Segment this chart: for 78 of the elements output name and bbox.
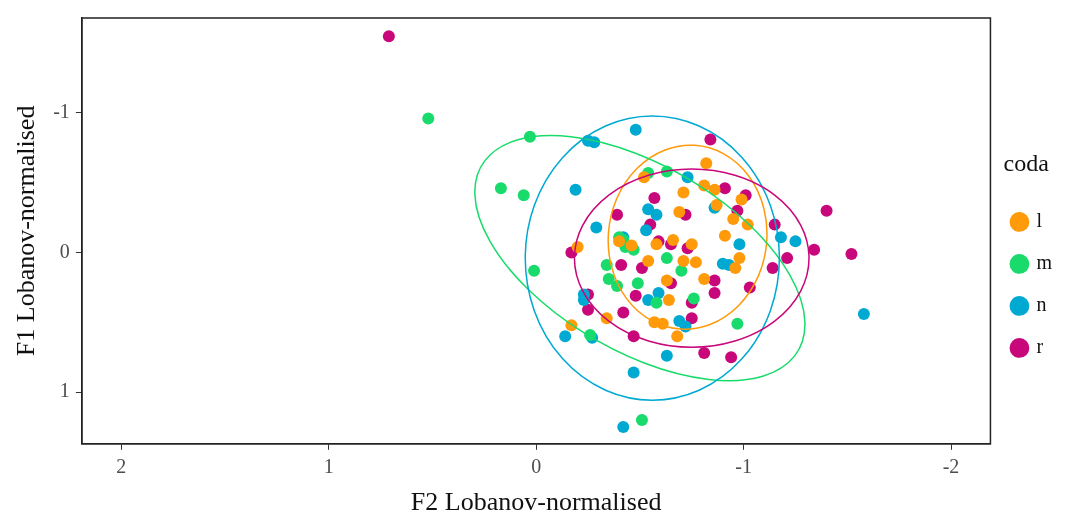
point [733, 238, 746, 251]
point [494, 182, 507, 195]
point [718, 229, 731, 242]
point [631, 277, 644, 290]
y-tick-label: 1 [59, 379, 70, 402]
point [677, 254, 690, 267]
legend-label: l [1036, 209, 1043, 232]
point [718, 182, 731, 195]
point [517, 189, 530, 202]
x-tick-label: 1 [323, 455, 334, 478]
point [725, 351, 738, 364]
point [648, 192, 661, 205]
point [615, 259, 628, 272]
point [660, 252, 673, 265]
point [613, 235, 626, 248]
point [820, 204, 833, 217]
point [650, 296, 663, 309]
point [625, 239, 638, 252]
point [733, 252, 746, 265]
point [611, 208, 624, 221]
point [640, 224, 653, 237]
point [629, 289, 642, 302]
legend-label: m [1036, 251, 1053, 274]
point [650, 208, 663, 221]
point [727, 213, 740, 226]
point [685, 238, 698, 251]
point [698, 273, 711, 286]
point [642, 254, 655, 267]
point [617, 421, 630, 434]
point [729, 261, 742, 274]
point [857, 307, 870, 320]
point [708, 274, 721, 287]
point [687, 292, 700, 305]
x-axis-title: F2 Lobanov-normalised [410, 487, 662, 517]
y-tick-label: -1 [53, 100, 70, 123]
point [689, 256, 702, 269]
point [602, 273, 615, 286]
point [708, 287, 721, 300]
point [635, 414, 648, 427]
legend-label: r [1036, 335, 1044, 358]
point [660, 349, 673, 362]
point [731, 317, 744, 330]
x-tick-label: 2 [116, 455, 127, 478]
point [685, 312, 698, 325]
y-tick-label: 0 [59, 239, 70, 262]
point [629, 123, 642, 136]
point [671, 330, 684, 343]
point [704, 133, 717, 146]
point [808, 243, 821, 256]
point [642, 203, 655, 216]
point [845, 247, 858, 260]
point [677, 186, 690, 199]
point [422, 112, 435, 125]
point [735, 193, 748, 206]
point [667, 233, 680, 246]
point [789, 235, 802, 248]
point [582, 303, 595, 316]
point [766, 261, 779, 274]
point [627, 366, 640, 379]
y-axis-title: F1 Lobanov-normalised [11, 105, 41, 357]
point [569, 183, 582, 196]
point [673, 206, 686, 219]
point [700, 157, 713, 170]
point [675, 264, 688, 277]
point [660, 274, 673, 287]
legend-label: n [1036, 293, 1047, 316]
x-tick-label: -1 [735, 455, 752, 478]
point [698, 347, 711, 360]
point [662, 294, 675, 307]
x-tick-label: 0 [531, 455, 542, 478]
point [590, 221, 603, 234]
legend-title: coda [1003, 150, 1050, 177]
point [382, 30, 395, 43]
point [528, 264, 541, 277]
point [559, 330, 572, 343]
point [617, 306, 630, 319]
x-tick-label: -2 [942, 455, 960, 478]
point [781, 252, 794, 265]
